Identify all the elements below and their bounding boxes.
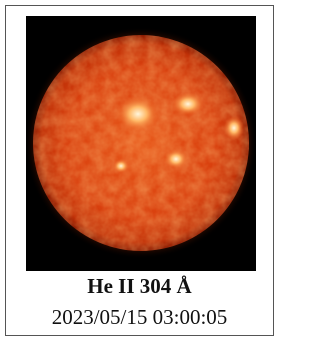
image-caption: He II 304 Å: [6, 274, 273, 299]
timestamp: 2023/05/15 03:00:05: [6, 305, 273, 330]
sun-image: [26, 16, 256, 271]
page: He II 304 Å 2023/05/15 03:00:05 (() => {…: [0, 0, 281, 343]
image-card: He II 304 Å 2023/05/15 03:00:05: [5, 5, 274, 336]
